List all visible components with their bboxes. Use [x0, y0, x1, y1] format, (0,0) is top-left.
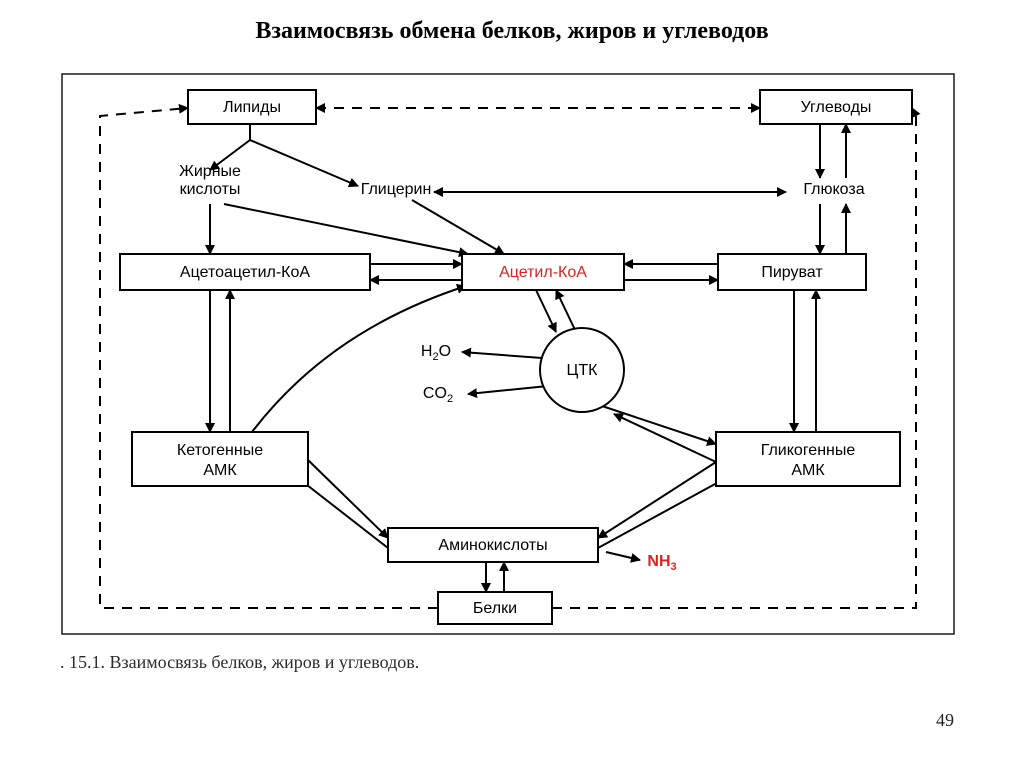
- label-glukoza: Глюкоза: [803, 181, 864, 198]
- node-label-keto_amk-1: Кетогенные: [177, 442, 263, 459]
- node-label-keto_amk-2: АМК: [203, 462, 237, 479]
- label-zhirnye-1: кислоты: [180, 181, 241, 198]
- label-co2: CO2: [423, 385, 453, 405]
- node-label-belki: Белки: [473, 600, 517, 617]
- node-label-acetil: Ацетил-КоА: [499, 264, 587, 281]
- page-number: 49: [936, 710, 954, 731]
- figure-caption: . 15.1. Взаимосвязь белков, жиров и угле…: [60, 652, 419, 673]
- node-label-aminokisloty: Аминокислоты: [438, 537, 547, 554]
- node-label-acetoacetil: Ацетоацетил-КоА: [180, 264, 310, 281]
- label-h2o: H2O: [421, 343, 451, 363]
- node-label-lipidy: Липиды: [223, 99, 281, 116]
- label-glicerin: Глицерин: [361, 181, 432, 198]
- node-label-uglevody: Углеводы: [801, 99, 872, 116]
- node-label-gliko_amk-1: Гликогенные: [761, 442, 856, 459]
- label-zhirnye-0: Жирные: [179, 163, 241, 180]
- node-label-ctk: ЦТК: [567, 362, 599, 379]
- node-label-gliko_amk-2: АМК: [791, 462, 825, 479]
- label-nh3: NH3: [647, 553, 676, 573]
- node-label-piruvat: Пируват: [761, 264, 823, 281]
